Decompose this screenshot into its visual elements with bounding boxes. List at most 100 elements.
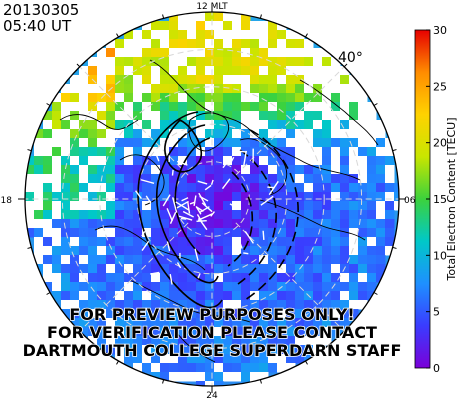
- tec-cell: [196, 156, 206, 166]
- tec-cell: [133, 354, 143, 364]
- tec-cell: [187, 111, 197, 121]
- mlt-meridian: [79, 66, 189, 176]
- tec-cell: [268, 363, 278, 373]
- colorbar-tick-label: 20: [433, 137, 447, 150]
- tec-cell: [304, 111, 314, 121]
- tec-cell: [394, 183, 399, 193]
- tec-cell: [232, 39, 242, 49]
- tec-cell: [286, 30, 296, 40]
- tec-cell: [196, 201, 206, 211]
- velocity-vector: [267, 186, 275, 189]
- tec-cell: [232, 237, 242, 247]
- tec-cell: [124, 255, 134, 265]
- tec-cell: [304, 120, 314, 130]
- tec-cell: [232, 345, 242, 355]
- mlt-tick: [76, 63, 81, 68]
- tec-cell: [286, 273, 296, 283]
- tec-cell: [340, 255, 350, 265]
- tec-cell: [43, 183, 53, 193]
- tec-cell: [97, 237, 107, 247]
- tec-cell: [187, 102, 197, 112]
- tec-cell: [259, 264, 269, 274]
- tec-cell: [349, 102, 359, 112]
- tec-cell: [214, 201, 224, 211]
- tec-cell: [124, 84, 134, 94]
- tec-cell: [286, 183, 296, 193]
- tec-cell: [115, 39, 125, 49]
- tec-cell: [358, 102, 368, 112]
- tec-cell: [151, 228, 161, 238]
- tec-cell: [223, 102, 233, 112]
- tec-cell: [196, 309, 206, 319]
- time-title: 05:40 UT: [3, 17, 72, 35]
- tec-cell: [250, 48, 260, 58]
- tec-cell: [70, 192, 80, 202]
- tec-cell: [286, 300, 296, 310]
- velocity-vector: [172, 197, 178, 213]
- tec-cell: [340, 192, 350, 202]
- tec-cell: [124, 282, 134, 292]
- tec-cell: [376, 273, 386, 283]
- tec-cell: [142, 210, 152, 220]
- tec-cell: [88, 237, 98, 247]
- tec-cell: [34, 201, 44, 211]
- tec-cell: [322, 183, 332, 193]
- tec-cell: [241, 300, 251, 310]
- tec-cell: [241, 336, 251, 346]
- tec-cell: [61, 183, 71, 193]
- tec-cell: [106, 48, 116, 58]
- tec-cell: [241, 372, 251, 382]
- tec-cell: [169, 120, 179, 130]
- tec-cell: [241, 255, 251, 265]
- tec-cell: [70, 102, 80, 112]
- tec-cell: [259, 201, 269, 211]
- tec-cell: [367, 255, 377, 265]
- tec-cell: [268, 102, 278, 112]
- tec-cell: [160, 57, 170, 67]
- tec-cell: [115, 129, 125, 139]
- tec-cell: [205, 30, 215, 40]
- tec-cell: [205, 237, 215, 247]
- tec-cell: [43, 264, 53, 274]
- velocity-vector: [166, 208, 173, 222]
- tec-cell: [151, 102, 161, 112]
- tec-cell: [97, 255, 107, 265]
- tec-cell: [187, 75, 197, 85]
- tec-cell: [322, 48, 332, 58]
- tec-cell: [313, 237, 323, 247]
- tec-cell: [214, 75, 224, 85]
- tec-cell: [295, 111, 305, 121]
- tec-cell: [142, 336, 152, 346]
- tec-cell: [250, 219, 260, 229]
- tec-cell: [88, 282, 98, 292]
- tec-cell: [313, 66, 323, 76]
- tec-cell: [52, 255, 62, 265]
- tec-cell: [313, 201, 323, 211]
- tec-cell: [169, 48, 179, 58]
- tec-cell: [340, 246, 350, 256]
- tec-cell: [151, 75, 161, 85]
- tec-cell: [232, 309, 242, 319]
- tec-cell: [196, 255, 206, 265]
- tec-cell: [232, 12, 242, 22]
- tec-cell: [268, 210, 278, 220]
- tec-cell: [295, 255, 305, 265]
- tec-cell: [241, 246, 251, 256]
- tec-cell: [79, 183, 89, 193]
- tec-cell: [277, 120, 287, 130]
- tec-cell: [322, 318, 332, 328]
- tec-cell: [268, 345, 278, 355]
- latitude-label: 40°: [338, 50, 363, 66]
- tec-cell: [79, 210, 89, 220]
- tec-cell: [34, 174, 44, 184]
- tec-cell: [142, 156, 152, 166]
- velocity-vector: [141, 231, 146, 237]
- tec-cell: [115, 282, 125, 292]
- tec-cell: [223, 300, 233, 310]
- tec-cell: [79, 156, 89, 166]
- tec-cell: [34, 246, 44, 256]
- colorbar-label: Total Electron Content [TECU]: [445, 117, 458, 281]
- tec-cell: [34, 138, 44, 148]
- tec-cell: [79, 291, 89, 301]
